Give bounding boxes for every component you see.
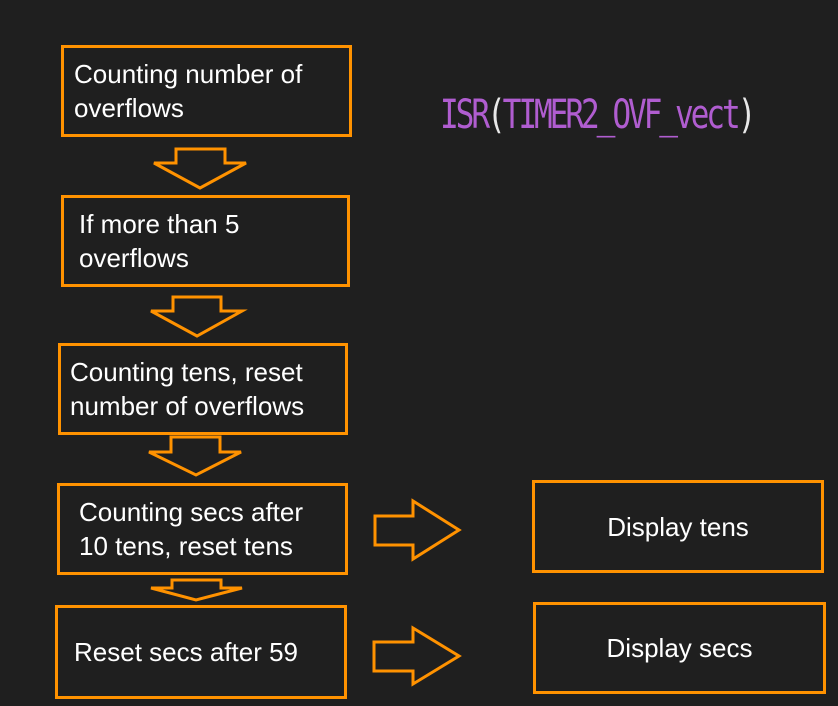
step-check-overflows: If more than 5 overflows [61,195,350,287]
right-arrow-secs [372,625,462,687]
output-display-secs-label: Display secs [606,633,753,663]
output-display-tens-label: Display tens [607,511,749,542]
isr-open-paren: ( [486,92,506,138]
step-reset-secs: Reset secs after 59 [55,605,347,699]
isr-close-paren: ) [737,92,757,138]
step-count-overflows: Counting number of overflows [61,45,352,137]
isr-keyword: ISR [440,92,490,138]
step-check-overflows-label: If more than 5 overflows [79,209,240,273]
isr-vector-name: TIMER2_OVF_vect [502,92,741,138]
step-count-overflows-label: Counting number of overflows [74,59,303,123]
down-arrow-4 [150,578,243,602]
down-arrow-2 [150,295,248,338]
step-reset-secs-label: Reset secs after 59 [74,637,298,667]
isr-title: ISR(TIMER2_OVF_vect) [440,92,757,138]
step-count-secs: Counting secs after 10 tens, reset tens [57,483,348,575]
step-count-tens-label: Counting tens, reset number of overflows [70,357,305,421]
right-arrow-tens [373,498,462,562]
down-arrow-3 [148,435,242,477]
step-count-tens: Counting tens, reset number of overflows [58,343,348,435]
step-count-secs-label: Counting secs after 10 tens, reset tens [79,497,304,561]
output-display-secs: Display secs [533,602,826,694]
output-display-tens: Display tens [532,480,824,573]
down-arrow-1 [153,147,247,190]
